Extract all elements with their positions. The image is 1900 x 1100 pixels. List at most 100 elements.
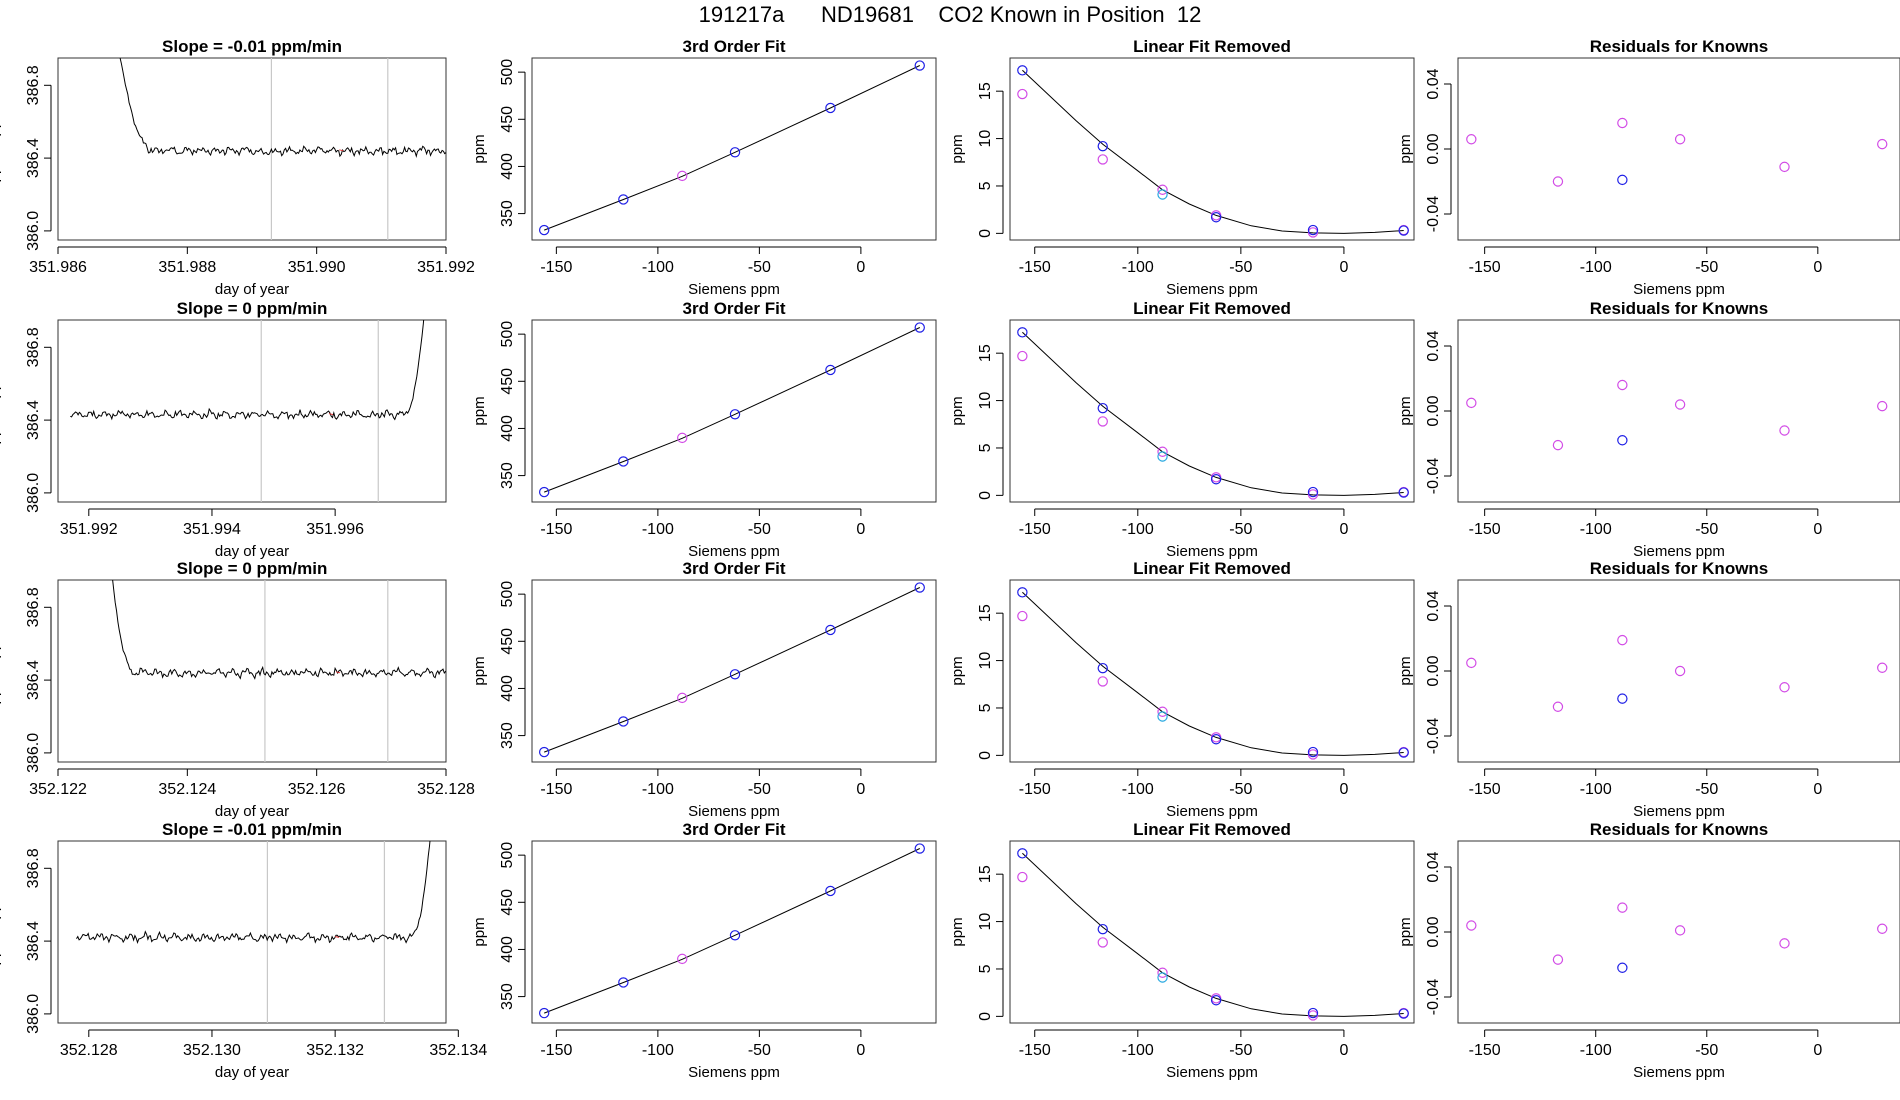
known-point <box>729 930 741 941</box>
x-tick-label: -100 <box>1580 1042 1612 1059</box>
y-tick-label: 386.4 <box>25 660 42 700</box>
residual-point <box>1877 138 1888 150</box>
sample-point <box>1097 676 1108 687</box>
x-tick-label: 352.132 <box>306 1042 364 1059</box>
residual-point <box>1466 134 1477 145</box>
x-tick-label: 352.126 <box>288 781 346 798</box>
plot-frame <box>1457 319 1900 503</box>
residual-point <box>1552 954 1564 965</box>
residual-point <box>1779 938 1790 949</box>
sample-point <box>1017 88 1028 100</box>
plot-frame <box>1457 579 1900 763</box>
y-tick-label: 10 <box>977 913 994 931</box>
y-tick-label: 15 <box>977 865 994 883</box>
residual-curve <box>1022 591 1404 756</box>
y-axis-label: approx. ppm <box>0 369 2 452</box>
y-tick-label: 450 <box>499 628 516 655</box>
y-tick-label: -0.04 <box>1425 979 1442 1016</box>
y-tick-label: -0.04 <box>1425 196 1442 233</box>
y-tick-label: 450 <box>499 889 516 916</box>
x-axis-label: Siemens ppm <box>1166 281 1258 298</box>
y-tick-label: 10 <box>977 652 994 670</box>
residual-point <box>1617 379 1628 391</box>
x-tick-label: 352.122 <box>29 781 87 798</box>
known-point <box>1097 140 1108 152</box>
residual-point-known <box>1617 435 1628 446</box>
x-tick-label: -150 <box>1019 521 1051 538</box>
known-point <box>618 194 629 205</box>
target-point <box>1157 451 1168 462</box>
panel-title: Linear Fit Removed <box>1133 37 1291 56</box>
known-point <box>1398 1008 1409 1019</box>
known-point <box>538 746 550 758</box>
known-point <box>1210 734 1222 745</box>
known-point <box>1398 225 1409 236</box>
known-point <box>538 486 550 498</box>
x-tick-label: -100 <box>1580 781 1612 798</box>
y-tick-label: 450 <box>499 368 516 395</box>
known-point <box>538 1007 550 1019</box>
y-tick-label: 350 <box>499 200 516 227</box>
plot-frame <box>531 57 937 241</box>
x-tick-label: -50 <box>1695 1042 1718 1059</box>
x-axis-label: Siemens ppm <box>1633 803 1725 820</box>
panel-title: 3rd Order Fit <box>683 559 786 578</box>
known-point <box>618 977 629 988</box>
sample-point <box>677 432 688 444</box>
x-tick-label: 0 <box>1813 1042 1822 1059</box>
residual-point <box>1877 923 1888 934</box>
sample-point <box>1097 416 1108 427</box>
x-tick-label: -50 <box>1695 521 1718 538</box>
sample-point <box>1157 446 1168 457</box>
x-axis-label: Siemens ppm <box>688 543 780 560</box>
known-point <box>914 60 925 71</box>
y-tick-label: 0 <box>977 229 994 238</box>
known-point <box>1017 587 1028 598</box>
sample-point <box>677 170 688 182</box>
x-axis-label: day of year <box>215 803 289 820</box>
residual-point <box>1779 161 1790 173</box>
y-tick-label: 0 <box>977 491 994 500</box>
x-tick-label: -150 <box>1019 259 1051 276</box>
x-axis-label: day of year <box>215 543 289 560</box>
concentration-trace <box>119 58 446 159</box>
known-point <box>825 885 836 897</box>
x-tick-label: -100 <box>1122 521 1154 538</box>
plot-frame <box>1009 840 1415 1024</box>
y-tick-label: 0.04 <box>1425 590 1442 621</box>
y-tick-label: 500 <box>499 842 516 869</box>
plot-frame <box>531 840 937 1024</box>
x-tick-label: 351.988 <box>158 259 216 276</box>
residual-point <box>1779 682 1790 693</box>
x-axis-label: Siemens ppm <box>688 1064 780 1081</box>
known-point <box>1398 487 1409 498</box>
y-tick-label: -0.04 <box>1425 718 1442 755</box>
residual-point <box>1674 399 1686 410</box>
residual-point <box>1552 439 1564 451</box>
y-axis-label: ppm <box>471 656 488 685</box>
residual-point-known <box>1617 693 1628 704</box>
y-tick-label: 5 <box>977 964 994 973</box>
known-point <box>1210 474 1222 485</box>
y-tick-label: 15 <box>977 604 994 622</box>
known-point <box>1017 65 1028 76</box>
known-point <box>914 322 925 333</box>
panel-title: Linear Fit Removed <box>1133 820 1291 839</box>
fit-curve <box>544 327 921 493</box>
sample-point <box>1017 610 1028 622</box>
x-tick-label: -150 <box>1019 781 1051 798</box>
x-tick-label: -50 <box>748 781 771 798</box>
x-axis-label: day of year <box>215 281 289 298</box>
known-point <box>1307 486 1319 498</box>
panel-title: 3rd Order Fit <box>683 37 786 56</box>
concentration-trace <box>70 320 425 421</box>
sample-point <box>1157 706 1168 717</box>
y-axis-label: ppm <box>471 917 488 946</box>
x-tick-label: 0 <box>1339 781 1348 798</box>
y-tick-label: 5 <box>977 443 994 452</box>
target-point <box>1157 972 1168 983</box>
known-point <box>1307 224 1319 236</box>
x-tick-label: -50 <box>1695 259 1718 276</box>
x-tick-label: 0 <box>1339 1042 1348 1059</box>
y-tick-label: 0.04 <box>1425 851 1442 882</box>
